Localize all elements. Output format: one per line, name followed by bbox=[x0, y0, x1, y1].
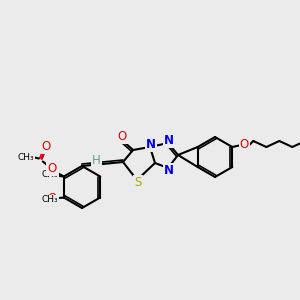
Text: N: N bbox=[164, 134, 174, 148]
Text: H: H bbox=[92, 154, 101, 167]
Text: O: O bbox=[47, 162, 56, 175]
Text: O: O bbox=[47, 169, 56, 182]
Text: O: O bbox=[240, 139, 249, 152]
Text: S: S bbox=[134, 176, 142, 188]
Text: CH₃: CH₃ bbox=[42, 170, 58, 179]
Text: O: O bbox=[117, 130, 127, 143]
Text: CH₃: CH₃ bbox=[17, 153, 34, 162]
Text: CH₃: CH₃ bbox=[42, 195, 58, 204]
Text: N: N bbox=[164, 164, 174, 176]
Text: N: N bbox=[146, 139, 156, 152]
Text: O: O bbox=[41, 140, 50, 153]
Text: O: O bbox=[47, 192, 56, 205]
